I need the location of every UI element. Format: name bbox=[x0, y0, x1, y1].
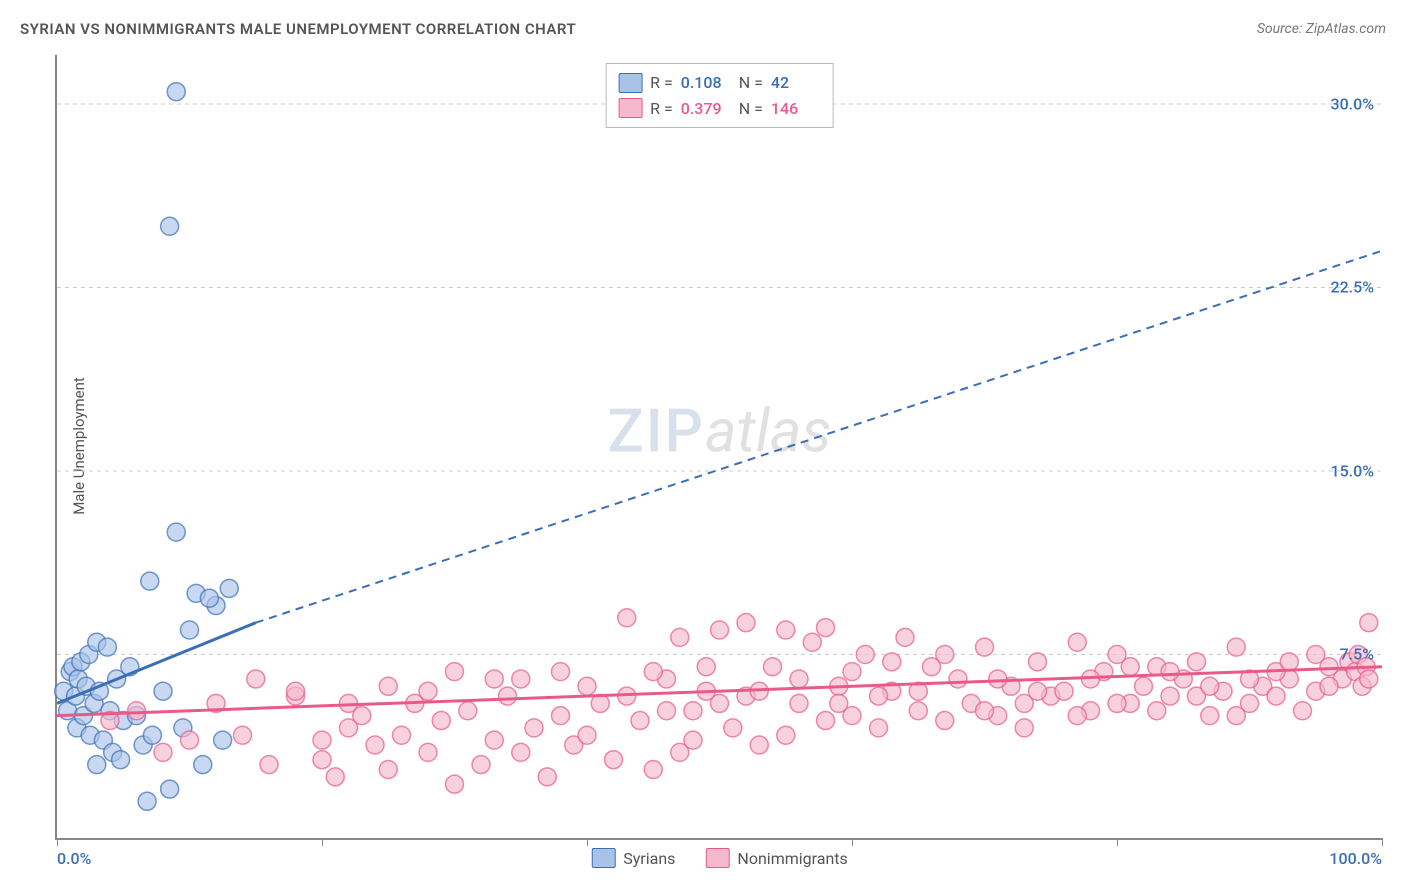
swatch-icon bbox=[618, 98, 642, 118]
trend-lines bbox=[57, 55, 1382, 838]
x-tick-label: 0.0% bbox=[57, 849, 91, 868]
plot-area: ZIPatlas R = 0.108 N = 42 R = 0.379 N = … bbox=[55, 55, 1382, 840]
r-value: 0.108 bbox=[681, 70, 731, 96]
chart-container: SYRIAN VS NONIMMIGRANTS MALE UNEMPLOYMEN… bbox=[0, 0, 1406, 892]
source-label: Source: ZipAtlas.com bbox=[1257, 21, 1386, 37]
swatch-icon bbox=[591, 848, 615, 868]
y-tick-label: 7.5% bbox=[1340, 645, 1374, 664]
legend-row-syrians: R = 0.108 N = 42 bbox=[618, 70, 821, 96]
title-row: SYRIAN VS NONIMMIGRANTS MALE UNEMPLOYMEN… bbox=[20, 20, 1386, 38]
n-value: 146 bbox=[771, 96, 821, 122]
chart-title: SYRIAN VS NONIMMIGRANTS MALE UNEMPLOYMEN… bbox=[20, 20, 576, 38]
legend-item-syrians: Syrians bbox=[591, 848, 675, 868]
y-tick-label: 30.0% bbox=[1330, 94, 1374, 113]
legend-row-nonimmigrants: R = 0.379 N = 146 bbox=[618, 96, 821, 122]
x-tick-label: 100.0% bbox=[1329, 849, 1382, 868]
y-tick-label: 22.5% bbox=[1330, 278, 1374, 297]
r-value: 0.379 bbox=[681, 96, 731, 122]
correlation-legend: R = 0.108 N = 42 R = 0.379 N = 146 bbox=[605, 63, 834, 128]
swatch-icon bbox=[618, 73, 642, 93]
n-value: 42 bbox=[771, 70, 821, 96]
swatch-icon bbox=[705, 848, 729, 868]
series-legend: Syrians Nonimmigrants bbox=[591, 848, 848, 868]
legend-item-nonimmigrants: Nonimmigrants bbox=[705, 848, 847, 868]
y-tick-label: 15.0% bbox=[1330, 461, 1374, 480]
